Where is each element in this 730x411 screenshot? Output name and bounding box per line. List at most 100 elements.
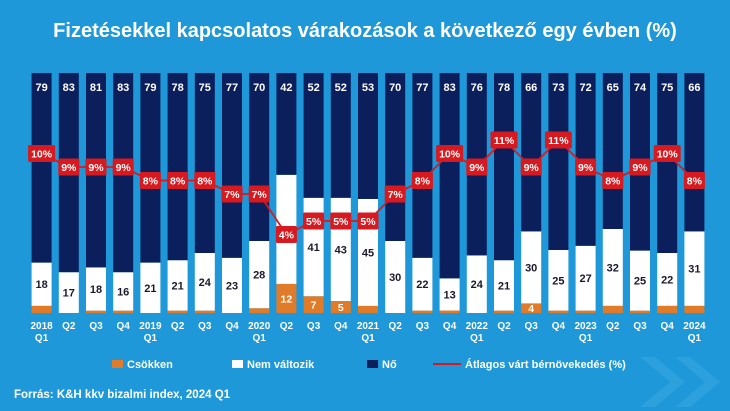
data-label-csokken: 7 <box>311 300 317 312</box>
x-tick-label-quarter: Q1 <box>144 333 158 344</box>
line-data-label: 8% <box>143 176 159 188</box>
bar-no <box>521 73 542 232</box>
bar-nem-valtozik <box>439 278 460 311</box>
bar-csokken <box>657 305 678 313</box>
bar-csokken <box>194 310 215 313</box>
data-label-nem-valtozik: 30 <box>389 272 401 284</box>
source-note: Forrás: K&H kkv bizalmi index, 2024 Q1 <box>14 389 231 401</box>
bar-nem-valtozik <box>222 257 242 313</box>
data-label-no: 52 <box>307 82 319 94</box>
x-tick-label: Q4 <box>334 321 348 332</box>
chart-title: Fizetésekkel kapcsolatos várakozások a k… <box>53 20 677 42</box>
bar-csokken <box>521 303 542 313</box>
line-data-label: 7% <box>224 189 240 201</box>
bar-nem-valtozik <box>466 255 487 313</box>
data-label-no: 76 <box>471 82 483 94</box>
line-point-marker <box>330 212 352 230</box>
x-tick-label: Q3 <box>416 321 430 332</box>
bar-csokken <box>575 310 596 313</box>
data-label-nem-valtozik: 22 <box>661 274 673 286</box>
line-point-marker <box>167 172 189 189</box>
line-point-marker <box>275 226 297 243</box>
bar-nem-valtozik <box>657 253 678 306</box>
bar-nem-valtozik <box>521 231 542 304</box>
legend-label-nem-valtozik: Nem változik <box>247 359 315 371</box>
bar-csokken <box>548 310 569 313</box>
line-point-marker <box>221 185 243 203</box>
data-label-nem-valtozik: 30 <box>525 262 537 274</box>
data-label-no: 79 <box>35 82 47 94</box>
data-label-no: 78 <box>498 82 510 94</box>
bar-nem-valtozik <box>575 245 596 311</box>
bar-csokken <box>276 283 297 313</box>
line-point-marker <box>194 172 216 189</box>
line-data-label: 9% <box>632 162 648 174</box>
bar-no <box>657 73 678 253</box>
x-tick-label: Q4 <box>552 321 566 332</box>
legend-label-csokken: Csökken <box>127 359 173 371</box>
line-data-label: 8% <box>197 176 213 188</box>
x-tick-label-quarter: Q1 <box>361 333 375 344</box>
bar-nem-valtozik <box>194 253 215 311</box>
line-data-label: 8% <box>687 176 703 188</box>
line-point-marker <box>629 158 651 176</box>
x-tick-label-quarter: Q1 <box>470 333 484 344</box>
data-label-csokken: 5 <box>338 302 344 314</box>
line-point-marker <box>653 145 681 162</box>
bar-nem-valtozik <box>31 262 52 306</box>
line-point-marker <box>28 145 56 162</box>
data-label-nem-valtozik: 21 <box>171 280 183 292</box>
x-tick-label: Q3 <box>633 321 647 332</box>
data-label-nem-valtozik: 22 <box>416 279 428 291</box>
bar-nem-valtozik <box>412 257 433 311</box>
bar-nem-valtozik <box>249 241 270 309</box>
x-tick-label: Q3 <box>198 321 212 332</box>
line-data-label: 7% <box>388 189 404 201</box>
line-point-marker <box>575 158 597 176</box>
bar-nem-valtozik <box>548 249 569 311</box>
data-label-no: 73 <box>552 82 564 94</box>
line-point-marker <box>248 185 270 203</box>
line-point-marker <box>384 185 406 203</box>
x-tick-label: Q3 <box>525 321 539 332</box>
bar-no <box>548 73 569 250</box>
bar-csokken <box>86 310 106 313</box>
line-data-label: 5% <box>333 216 349 228</box>
bar-csokken <box>630 310 650 313</box>
bar-csokken <box>439 310 460 313</box>
bar-csokken <box>358 305 378 313</box>
data-label-no: 66 <box>525 82 537 94</box>
x-tick-label-quarter: Q1 <box>253 333 267 344</box>
legend-swatch-csokken <box>112 360 123 368</box>
x-tick-label: 2023 <box>574 321 597 332</box>
x-tick-label: Q2 <box>497 321 511 332</box>
data-label-no: 83 <box>443 82 455 94</box>
line-point-marker <box>544 131 572 149</box>
x-tick-label: 2024 <box>683 321 706 332</box>
x-tick-label: Q4 <box>225 321 239 332</box>
line-data-label: 9% <box>88 162 104 174</box>
bar-csokken <box>249 308 270 313</box>
bar-no <box>358 73 378 199</box>
x-tick-label: Q2 <box>171 321 185 332</box>
data-label-no: 75 <box>661 82 673 94</box>
bar-nem-valtozik <box>113 272 134 311</box>
data-label-no: 77 <box>416 82 428 94</box>
x-tick-label: Q2 <box>389 321 403 332</box>
bar-nem-valtozik <box>167 260 188 311</box>
legend-swatch-nem-valtozik <box>232 360 243 368</box>
x-tick-label-quarter: Q1 <box>579 333 593 344</box>
bar-csokken <box>330 301 351 313</box>
x-tick-label: 2021 <box>357 321 380 332</box>
x-tick-label-quarter: Q1 <box>35 333 49 344</box>
line-data-label: 8% <box>605 176 621 188</box>
line-point-marker <box>357 212 379 230</box>
line-data-label: 9% <box>469 162 485 174</box>
bar-nem-valtozik <box>630 250 650 311</box>
x-tick-label: Q3 <box>89 321 103 332</box>
bar-nem-valtozik <box>140 262 161 313</box>
line-data-label: 5% <box>360 216 376 228</box>
line-data-label: 9% <box>524 162 540 174</box>
x-tick-label: Q3 <box>307 321 321 332</box>
